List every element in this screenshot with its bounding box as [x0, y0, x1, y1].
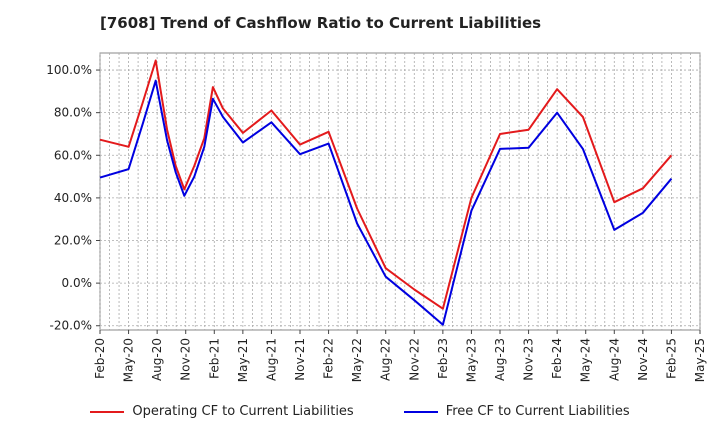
x-tick-label: May-22 — [350, 338, 364, 382]
y-tick-label: 0.0% — [62, 276, 93, 290]
x-tick-label: Nov-20 — [179, 338, 193, 381]
x-tick-label: Feb-20 — [93, 338, 107, 379]
x-tick-label: May-21 — [236, 338, 250, 382]
chart-title: [7608] Trend of Cashflow Ratio to Curren… — [100, 14, 542, 32]
legend-swatch-free-cf — [403, 410, 438, 413]
x-tick-label: Feb-22 — [322, 338, 336, 379]
x-tick-label: Feb-24 — [550, 338, 564, 379]
legend-label-free-cf: Free CF to Current Liabilities — [445, 404, 630, 419]
x-tick-label: Nov-21 — [293, 338, 307, 381]
x-tick-label: May-23 — [464, 338, 478, 382]
y-tick-label: 100.0% — [46, 63, 92, 77]
legend-swatch-operating-cf — [90, 410, 125, 413]
legend-item-free-cf: Free CF to Current Liabilities — [403, 404, 630, 419]
x-tick-label: May-20 — [122, 338, 136, 382]
x-tick-label: Nov-23 — [522, 338, 536, 381]
y-tick-label: 20.0% — [54, 234, 92, 248]
x-tick-label: Aug-20 — [150, 338, 164, 381]
y-tick-label: 60.0% — [54, 148, 92, 162]
x-tick-label: Aug-21 — [264, 338, 278, 381]
x-tick-label: May-25 — [693, 338, 707, 382]
x-tick-label: Aug-22 — [379, 338, 393, 381]
x-tick-label: Nov-24 — [636, 338, 650, 381]
x-tick-label: Feb-23 — [436, 338, 450, 379]
legend-item-operating-cf: Operating CF to Current Liabilities — [90, 404, 354, 419]
legend: Operating CF to Current Liabilities Free… — [0, 404, 720, 419]
x-tick-label: Feb-21 — [207, 338, 221, 379]
x-tick-label: Nov-22 — [407, 338, 421, 381]
x-tick-label: May-24 — [579, 338, 593, 382]
y-tick-label: 40.0% — [54, 191, 92, 205]
legend-label-operating-cf: Operating CF to Current Liabilities — [132, 404, 354, 419]
x-tick-label: Feb-25 — [664, 338, 678, 379]
x-tick-label: Aug-23 — [493, 338, 507, 381]
x-tick-label: Aug-24 — [607, 338, 621, 381]
series-line-free-cf — [99, 79, 673, 326]
y-tick-label: -20.0% — [50, 319, 92, 333]
series-line-operating-cf — [99, 59, 673, 310]
y-tick-label: 80.0% — [54, 106, 92, 120]
